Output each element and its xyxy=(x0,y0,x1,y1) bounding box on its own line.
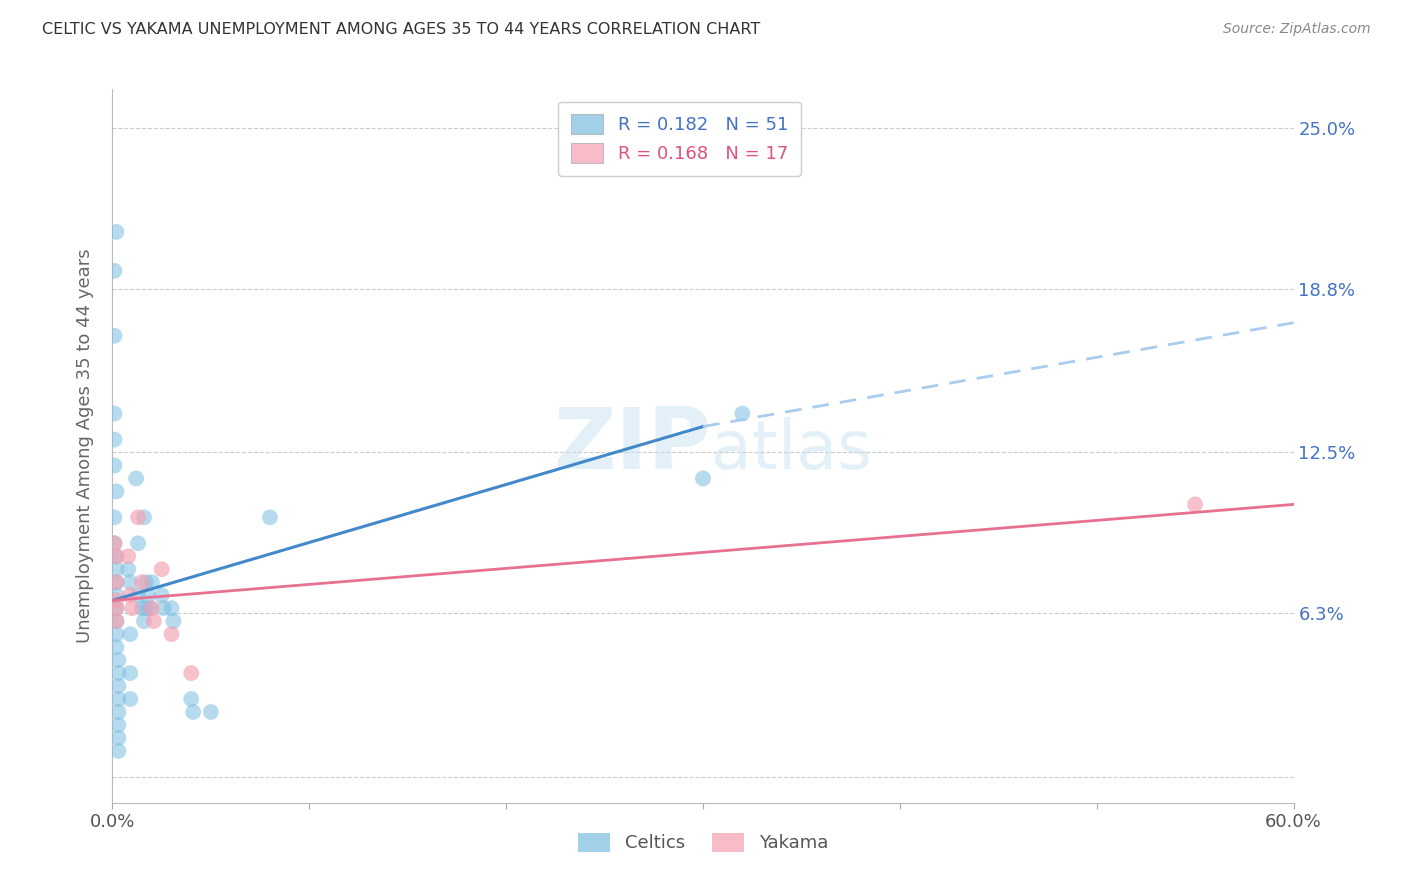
Point xyxy=(152,601,174,615)
Point xyxy=(1184,497,1206,511)
Point xyxy=(103,328,125,343)
Point xyxy=(160,601,183,615)
Point xyxy=(105,601,128,615)
Legend: Celtics, Yakama: Celtics, Yakama xyxy=(565,820,841,865)
Point xyxy=(103,536,125,550)
Point xyxy=(107,705,129,719)
Point xyxy=(103,264,125,278)
Point xyxy=(200,705,222,719)
Point xyxy=(121,601,143,615)
Point xyxy=(135,601,157,615)
Point xyxy=(125,471,148,485)
Point xyxy=(139,601,162,615)
Point xyxy=(105,562,128,576)
Point xyxy=(120,692,142,706)
Point xyxy=(150,588,173,602)
Point xyxy=(103,407,125,421)
Point xyxy=(127,588,149,602)
Point xyxy=(107,653,129,667)
Point xyxy=(150,562,173,576)
Text: Source: ZipAtlas.com: Source: ZipAtlas.com xyxy=(1223,22,1371,37)
Point xyxy=(731,407,754,421)
Point xyxy=(103,433,125,447)
Point xyxy=(142,614,165,628)
Point xyxy=(103,458,125,473)
Point xyxy=(127,510,149,524)
Point xyxy=(105,601,128,615)
Point xyxy=(105,225,128,239)
Point xyxy=(160,627,183,641)
Point xyxy=(105,627,128,641)
Point xyxy=(120,627,142,641)
Point xyxy=(162,614,184,628)
Point xyxy=(105,614,128,628)
Point xyxy=(131,601,153,615)
Point xyxy=(132,510,155,524)
Text: CELTIC VS YAKAMA UNEMPLOYMENT AMONG AGES 35 TO 44 YEARS CORRELATION CHART: CELTIC VS YAKAMA UNEMPLOYMENT AMONG AGES… xyxy=(42,22,761,37)
Point xyxy=(105,593,128,607)
Point xyxy=(181,705,204,719)
Point xyxy=(135,575,157,590)
Point xyxy=(180,666,202,681)
Point xyxy=(105,484,128,499)
Point xyxy=(105,588,128,602)
Point xyxy=(141,601,163,615)
Point xyxy=(105,549,128,564)
Point xyxy=(127,536,149,550)
Point xyxy=(105,640,128,654)
Point xyxy=(180,692,202,706)
Point xyxy=(107,718,129,732)
Text: atlas: atlas xyxy=(711,417,872,483)
Point xyxy=(132,614,155,628)
Text: ZIP: ZIP xyxy=(554,404,711,488)
Point xyxy=(107,692,129,706)
Point xyxy=(141,575,163,590)
Point xyxy=(117,549,139,564)
Point xyxy=(131,575,153,590)
Point xyxy=(107,731,129,745)
Point xyxy=(120,666,142,681)
Point xyxy=(103,510,125,524)
Point xyxy=(107,744,129,758)
Point xyxy=(117,562,139,576)
Point xyxy=(105,575,128,590)
Point xyxy=(120,588,142,602)
Point xyxy=(692,471,714,485)
Point xyxy=(120,575,142,590)
Y-axis label: Unemployment Among Ages 35 to 44 years: Unemployment Among Ages 35 to 44 years xyxy=(76,249,94,643)
Point xyxy=(259,510,281,524)
Point xyxy=(105,575,128,590)
Point xyxy=(105,614,128,628)
Point xyxy=(105,549,128,564)
Point xyxy=(103,536,125,550)
Point xyxy=(136,588,159,602)
Point xyxy=(107,679,129,693)
Point xyxy=(107,666,129,681)
